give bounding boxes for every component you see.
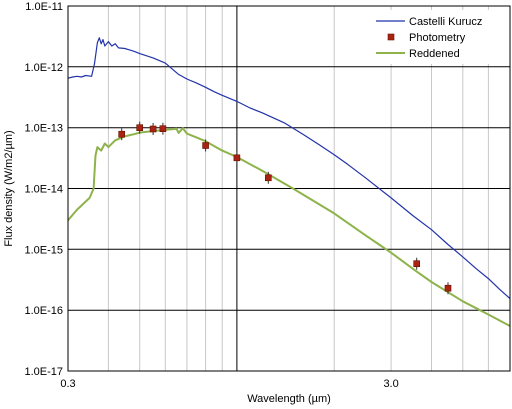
photometry-point [118, 130, 125, 138]
x-axis-title: Wavelength (µm) [247, 393, 331, 405]
x-tick-label: 3.0 [383, 378, 398, 390]
photometry-point [264, 174, 272, 182]
tick-labels: 1.0E-11 1.0E-12 1.0E-13 1.0E-14 1.0E-15 1.0E-… [24, 1, 398, 390]
photometry-point [159, 125, 167, 132]
y-tick-label: 1.0E-13 [24, 123, 63, 135]
series-line-castelli-kurucz [67, 37, 511, 300]
y-axis-title: Flux density (W/m2/µm) [3, 130, 15, 246]
photometry-point [233, 154, 241, 162]
legend-label-photometry: Photometry [409, 32, 466, 44]
legend-swatch-photometry [387, 33, 395, 41]
plot-frame [67, 5, 511, 372]
legend: Castelli Kurucz Photometry Reddened [372, 10, 506, 64]
legend-box [372, 10, 506, 64]
x-tick-label: 0.3 [60, 378, 75, 390]
photometry-point [202, 142, 209, 149]
y-tick-label: 1.0E-11 [25, 1, 63, 13]
legend-label-castelli-kurucz: Castelli Kurucz [409, 16, 482, 28]
photometry-point [136, 124, 143, 131]
legend-label-reddened: Reddened [409, 48, 460, 60]
y-tick-label: 1.0E-14 [24, 184, 63, 196]
series-line-reddened [67, 127, 511, 327]
y-tick-label: 1.0E-12 [24, 62, 63, 74]
y-tick-label: 1.0E-17 [24, 366, 63, 378]
series-layer [67, 37, 511, 327]
photometry-point [149, 125, 157, 133]
photometry-point [413, 260, 421, 268]
photometry-point [444, 284, 452, 292]
y-tick-label: 1.0E-15 [24, 244, 63, 256]
y-tick-label: 1.0E-16 [24, 305, 63, 317]
